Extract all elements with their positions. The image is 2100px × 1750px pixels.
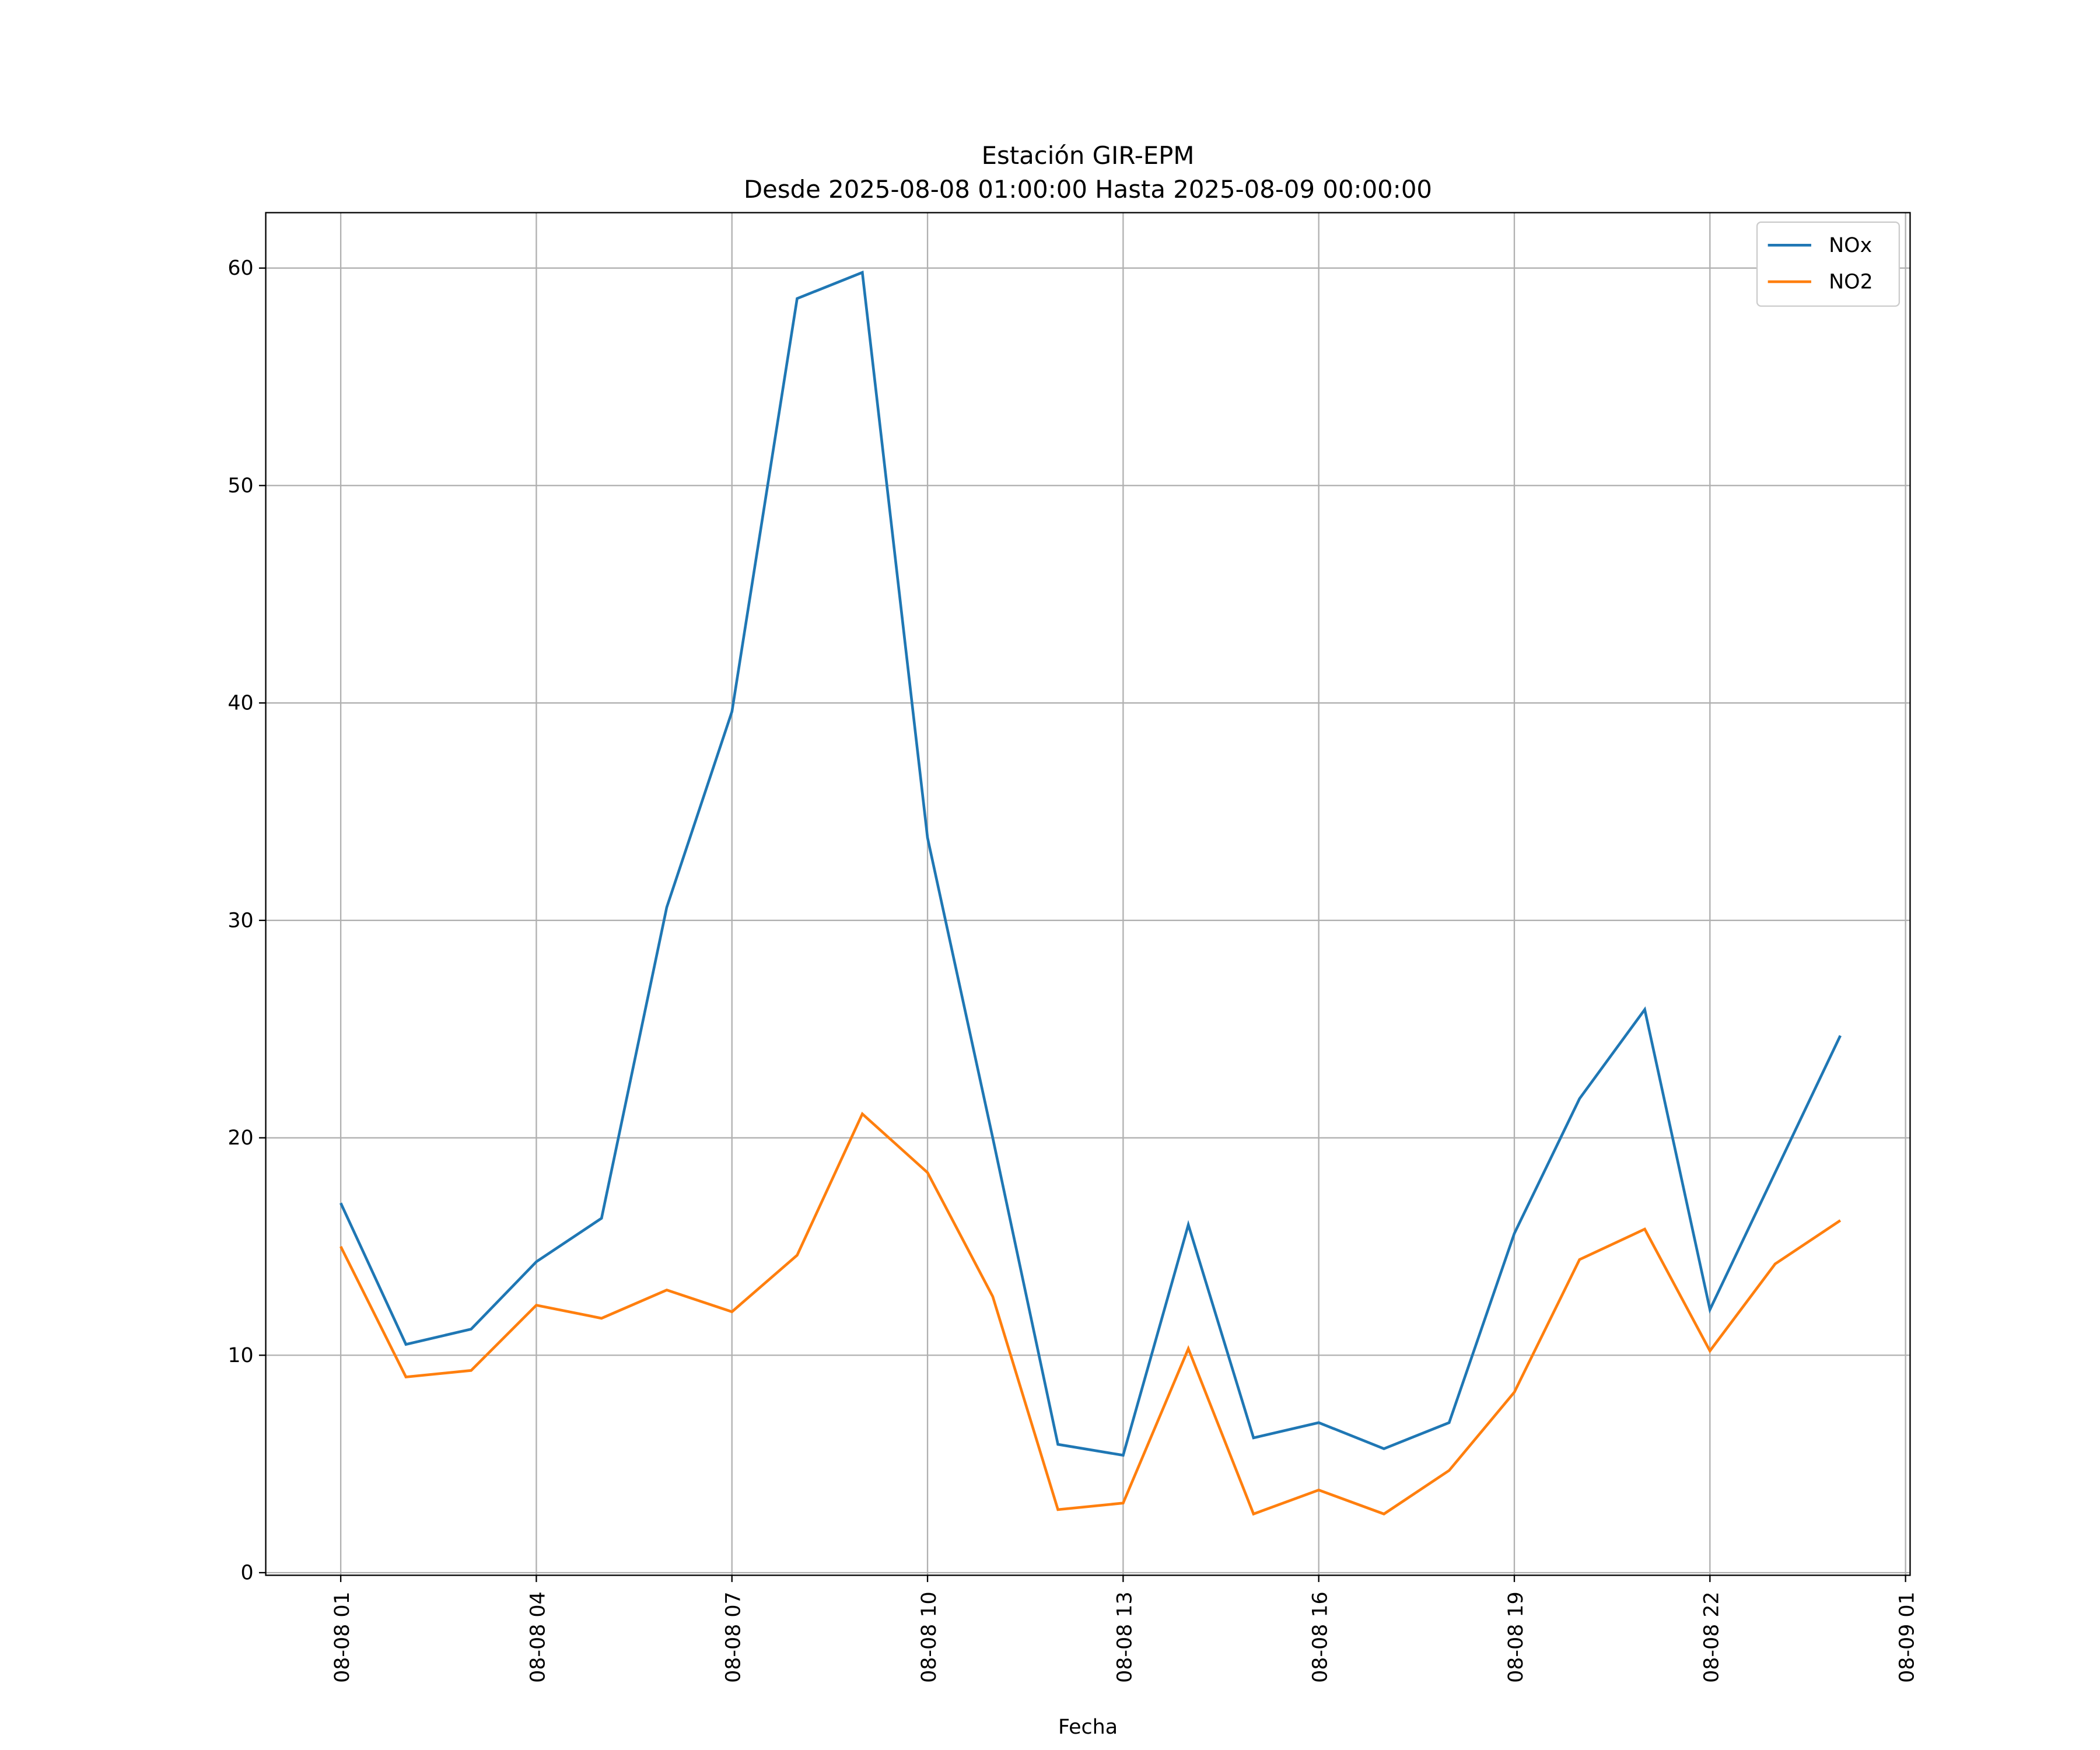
chart-title: Estación GIR-EPM — [982, 141, 1195, 170]
x-tick-label: 08-08 19 — [1504, 1591, 1528, 1683]
legend-box — [1756, 221, 1901, 307]
y-tick-label: 10 — [228, 1344, 253, 1367]
x-tick-label: 08-08 07 — [722, 1591, 746, 1683]
x-tick-label: 08-08 22 — [1700, 1591, 1723, 1683]
y-tick-label: 0 — [241, 1562, 254, 1585]
axis-ticks: 08-08 01 08-08 04 08-08 07 08-08 10 08-08 13… — [228, 257, 1919, 1683]
legend-label: NOx — [1829, 234, 1872, 257]
series-line-no2 — [340, 1111, 1842, 1516]
grid — [265, 212, 1910, 1576]
x-tick-label: 08-08 04 — [526, 1591, 550, 1683]
y-tick-label: 30 — [228, 909, 253, 932]
x-axis-label: Fecha — [1058, 1716, 1118, 1739]
x-tick-label: 08-08 10 — [918, 1591, 941, 1683]
x-tick-label: 08-08 01 — [331, 1591, 354, 1683]
y-tick-label: 20 — [228, 1126, 253, 1150]
y-tick-label: 50 — [228, 474, 253, 498]
series-line-nox — [340, 270, 1842, 1457]
y-tick-label: 40 — [228, 692, 253, 715]
x-tick-label: 08-09 01 — [1896, 1591, 1919, 1683]
series-lines — [340, 270, 1842, 1516]
x-tick-label: 08-08 16 — [1309, 1591, 1332, 1683]
x-tick-label: 08-08 13 — [1113, 1591, 1136, 1683]
plot-frame — [265, 212, 1911, 1576]
chart-subtitle: Desde 2025-08-08 01:00:00 Hasta 2025-08-… — [744, 175, 1432, 204]
y-tick-label: 60 — [228, 257, 253, 280]
legend: NOx NO2 — [1756, 221, 1901, 307]
legend-label: NO2 — [1829, 271, 1873, 294]
